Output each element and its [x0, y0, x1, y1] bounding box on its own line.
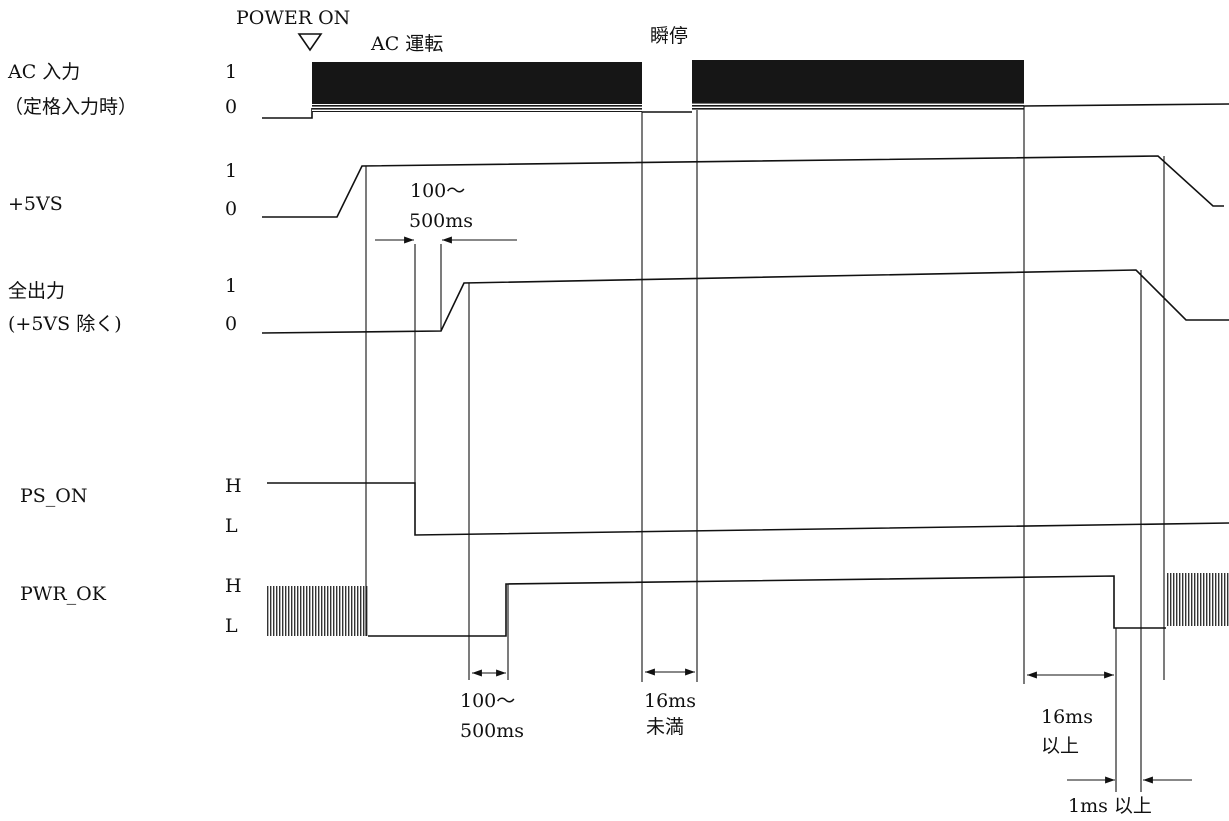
- timing-t1-line2: 500ms: [409, 210, 473, 232]
- ac-on-block-2-edge: [692, 102, 1024, 110]
- plus5vs-level-high: 1: [225, 160, 237, 182]
- ac-input-waveform: [262, 60, 1229, 119]
- timing-t5-label: 1ms 以上: [1068, 795, 1152, 817]
- ac-on-block-1-edge: [312, 104, 642, 112]
- timing-t3-line1: 16ms: [644, 690, 696, 712]
- timing-t2-line1: 100～: [460, 690, 515, 712]
- timing-t4-line1: 16ms: [1041, 706, 1093, 728]
- timing-t4-line2: 以上: [1041, 735, 1079, 757]
- timing-t3-line2: 未満: [646, 716, 684, 738]
- all-outputs-level-high: 1: [225, 275, 237, 297]
- timing-t1-line1: 100～: [410, 180, 465, 202]
- pwr-ok-undefined-start: [266, 586, 368, 636]
- power-on-marker-icon: [297, 33, 323, 52]
- all-outputs-waveform: [261, 269, 1229, 334]
- pwr-ok-level-low: L: [225, 615, 238, 637]
- ac-input-sublabel: （定格入力時）: [4, 96, 137, 118]
- timing-t2-line2: 500ms: [460, 720, 524, 742]
- plus5vs-waveform: [262, 155, 1224, 218]
- power-on-label: POWER ON: [236, 7, 350, 29]
- plus5vs-level-low: 0: [225, 198, 237, 220]
- plus5vs-label: +5VS: [8, 193, 63, 215]
- all-outputs-label: 全出力: [8, 280, 65, 302]
- ac-on-block-2: [692, 60, 1024, 110]
- pwr-ok-waveform: [266, 573, 1229, 637]
- pwr-ok-undefined-end: [1166, 573, 1229, 626]
- pwr-ok-label: PWR_OK: [20, 583, 107, 605]
- all-outputs-sublabel: (+5VS 除く): [8, 313, 122, 335]
- pwr-ok-level-high: H: [225, 575, 242, 597]
- timing-guides: [365, 106, 1165, 792]
- ac-input-level-low: 0: [225, 96, 237, 118]
- ac-input-level-high: 1: [225, 61, 237, 83]
- momentary-outage-label: 瞬停: [650, 25, 688, 47]
- ps-on-level-low: L: [225, 515, 238, 537]
- ac-on-block-1: [312, 62, 642, 112]
- ac-input-label: AC 入力: [7, 61, 80, 83]
- ps-on-level-high: H: [225, 475, 242, 497]
- ps-on-waveform: [267, 482, 1229, 536]
- all-outputs-level-low: 0: [225, 313, 237, 335]
- ac-run-label: AC 運転: [370, 33, 443, 55]
- ps-on-label: PS_ON: [20, 485, 88, 507]
